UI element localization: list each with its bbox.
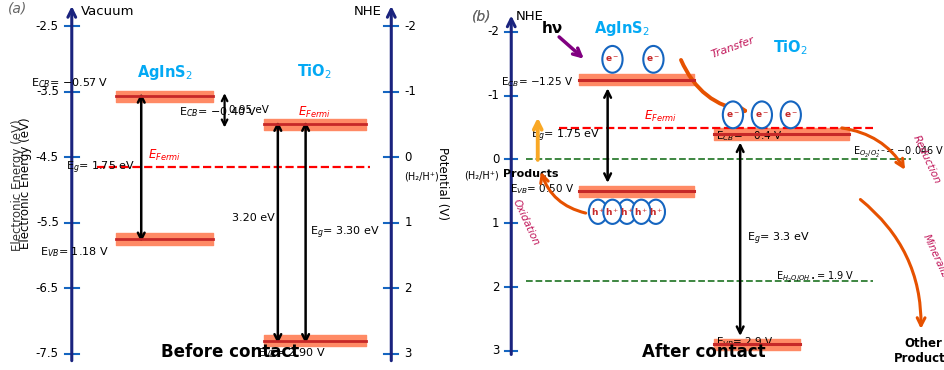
Text: 3.20 eV: 3.20 eV — [231, 213, 274, 223]
Circle shape — [722, 101, 742, 128]
Text: -6.5: -6.5 — [36, 282, 59, 295]
Text: e$^-$: e$^-$ — [605, 54, 619, 64]
Text: E$_{VB}$= 2.9 V: E$_{VB}$= 2.9 V — [716, 335, 773, 349]
Circle shape — [617, 200, 635, 224]
Text: E$_g$= 1.75 eV: E$_g$= 1.75 eV — [66, 159, 135, 176]
Text: -1: -1 — [404, 85, 415, 98]
Text: AgInS$_2$: AgInS$_2$ — [136, 63, 192, 81]
Text: Oxidation: Oxidation — [510, 198, 540, 248]
Text: E$_{CB}$= −0.40 V: E$_{CB}$= −0.40 V — [178, 105, 257, 118]
Text: (b): (b) — [471, 10, 491, 24]
Text: Potential (V): Potential (V) — [435, 147, 448, 220]
Text: Other
Products: Other Products — [893, 337, 944, 365]
Text: E$_{Fermi}$: E$_{Fermi}$ — [644, 109, 677, 124]
Text: -4.5: -4.5 — [36, 151, 59, 164]
Text: e$^-$: e$^-$ — [646, 54, 660, 64]
Circle shape — [750, 101, 771, 128]
Text: Products: Products — [502, 169, 558, 179]
Circle shape — [588, 200, 606, 224]
Text: hν: hν — [541, 21, 563, 36]
Text: (H₂/H⁺): (H₂/H⁺) — [464, 171, 498, 181]
Text: -1: -1 — [487, 89, 498, 102]
Text: E$_{H_2O/OH\bullet}$= 1.9 V: E$_{H_2O/OH\bullet}$= 1.9 V — [775, 269, 854, 285]
Text: 3: 3 — [404, 347, 412, 360]
Text: E$_{VB}$= 1.18 V: E$_{VB}$= 1.18 V — [40, 245, 109, 259]
Text: E$_{CB}$= −0.4 V: E$_{CB}$= −0.4 V — [716, 130, 782, 143]
Text: E$_g$= 1.75 eV: E$_g$= 1.75 eV — [531, 127, 599, 144]
Text: (a): (a) — [8, 2, 27, 16]
Circle shape — [643, 46, 663, 73]
Text: Electronic Energy (eV): Electronic Energy (eV) — [19, 118, 32, 249]
Text: 2: 2 — [491, 280, 498, 293]
Text: 2: 2 — [404, 282, 412, 295]
Text: 3: 3 — [491, 344, 498, 357]
Text: E$_{O_2/O_2^{\bullet-}}$= −0.046 V: E$_{O_2/O_2^{\bullet-}}$= −0.046 V — [852, 144, 944, 160]
Text: Before contact: Before contact — [160, 343, 298, 361]
Text: E$_{CB}$= −1.25 V: E$_{CB}$= −1.25 V — [501, 75, 573, 89]
Text: E$_{Fermi}$: E$_{Fermi}$ — [298, 105, 331, 121]
Text: e$^-$: e$^-$ — [725, 110, 739, 120]
Text: 0.95 eV: 0.95 eV — [229, 105, 269, 115]
Text: Vacuum: Vacuum — [81, 5, 134, 18]
Text: NHE: NHE — [515, 10, 544, 23]
Text: E$_{Fermi}$: E$_{Fermi}$ — [147, 148, 180, 163]
Text: e$^-$: e$^-$ — [783, 110, 797, 120]
Text: AgInS$_2$: AgInS$_2$ — [594, 19, 649, 38]
Text: -2: -2 — [404, 20, 415, 33]
Text: TiO$_2$: TiO$_2$ — [772, 38, 807, 57]
Text: -2.5: -2.5 — [36, 20, 59, 33]
Text: h$^+$: h$^+$ — [590, 206, 604, 218]
Text: Transfer: Transfer — [709, 35, 755, 60]
Text: Electronic Energy (eV): Electronic Energy (eV) — [10, 119, 24, 251]
Text: 0: 0 — [404, 151, 412, 164]
Text: After contact: After contact — [642, 343, 765, 361]
Text: E$_{VB}$= 2.90 V: E$_{VB}$= 2.90 V — [257, 346, 326, 360]
Text: (H₂/H⁺): (H₂/H⁺) — [404, 172, 439, 182]
Text: h$^+$: h$^+$ — [633, 206, 648, 218]
Text: -2: -2 — [487, 26, 498, 38]
Text: -5.5: -5.5 — [36, 216, 59, 229]
Text: h$^+$: h$^+$ — [619, 206, 633, 218]
Circle shape — [632, 200, 649, 224]
Text: e$^-$: e$^-$ — [754, 110, 768, 120]
Text: h$^+$: h$^+$ — [648, 206, 663, 218]
Text: 0: 0 — [491, 153, 498, 166]
Text: Mineralization: Mineralization — [919, 233, 944, 303]
Text: h$^+$: h$^+$ — [605, 206, 619, 218]
Circle shape — [646, 200, 665, 224]
Circle shape — [780, 101, 801, 128]
Text: -3.5: -3.5 — [36, 85, 59, 98]
Text: Reduction: Reduction — [910, 134, 941, 185]
Circle shape — [601, 46, 622, 73]
Text: E$_{VB}$= 0.50 V: E$_{VB}$= 0.50 V — [509, 182, 573, 196]
Text: (b): (b) — [471, 10, 491, 24]
Text: NHE: NHE — [354, 5, 381, 18]
Text: 1: 1 — [404, 216, 412, 229]
Text: E$_g$= 3.3 eV: E$_g$= 3.3 eV — [747, 231, 809, 248]
Text: 1: 1 — [491, 217, 498, 230]
Text: E$_g$= 3.30 eV: E$_g$= 3.30 eV — [310, 224, 379, 240]
Text: -7.5: -7.5 — [36, 347, 59, 360]
Circle shape — [602, 200, 621, 224]
Text: E$_{CB}$= −0.57 V: E$_{CB}$= −0.57 V — [31, 77, 109, 90]
Text: TiO$_2$: TiO$_2$ — [297, 63, 332, 81]
